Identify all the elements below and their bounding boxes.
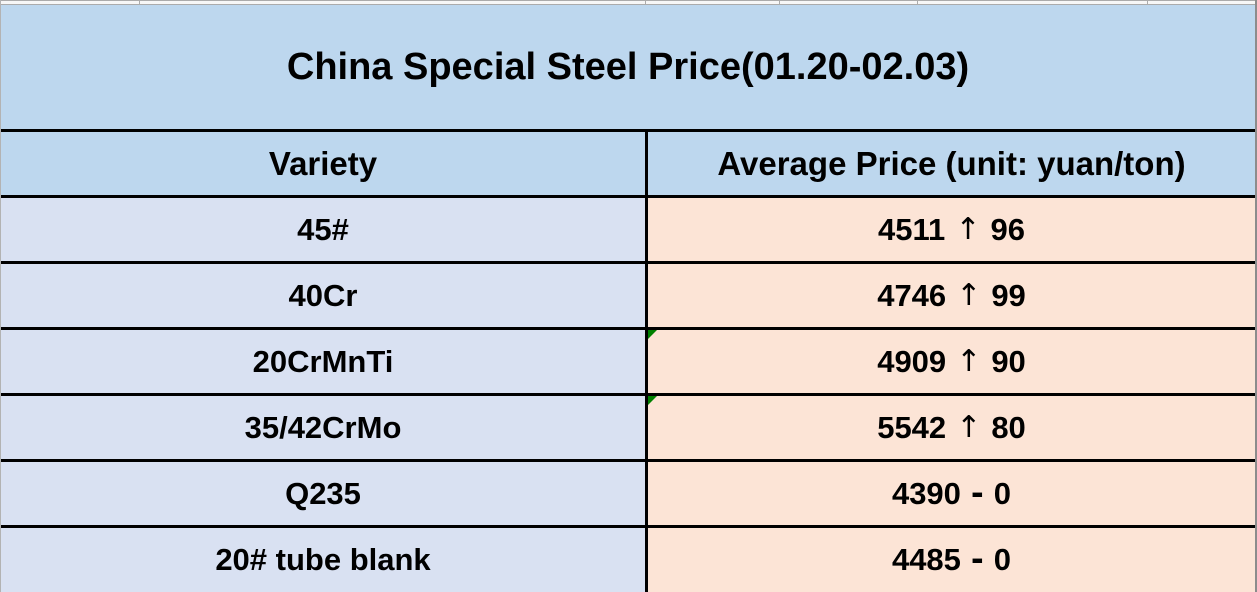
variety-cell[interactable]: 20# tube blank [1, 528, 645, 592]
price-cell[interactable]: 5542 ↑ 80 [645, 396, 1255, 459]
price-value: 4909 [877, 343, 947, 379]
header-cell-variety[interactable]: Variety [1, 132, 645, 195]
price-change-value: 0 [993, 542, 1012, 577]
column-gridline [645, 1, 646, 4]
price-change-arrow-icon: ↑ [956, 344, 982, 379]
price-cell[interactable]: 4746 ↑ 99 [645, 264, 1255, 327]
header-cell-average-price[interactable]: Average Price (unit: yuan/ton) [645, 132, 1255, 195]
table-title-cell[interactable]: China Special Steel Price(01.20-02.03) [1, 5, 1255, 132]
table-row: Q235 4390 - 0 [1, 462, 1255, 528]
table-row: 20CrMnTi 4909 ↑ 90 [1, 330, 1255, 396]
price-value: 4390 [891, 475, 961, 511]
table-row: 40Cr 4746 ↑ 99 [1, 264, 1255, 330]
variety-label: 20# tube blank [215, 542, 431, 577]
price-value: 4511 [878, 211, 946, 247]
variety-cell[interactable]: 45# [1, 198, 645, 261]
table-row: 35/42CrMo 5542 ↑ 80 [1, 396, 1255, 462]
column-gridline [139, 1, 140, 4]
variety-label: 45# [297, 211, 349, 247]
price-value: 5542 [877, 409, 947, 445]
price-change-value: 80 [991, 409, 1026, 445]
variety-cell[interactable]: 40Cr [1, 264, 645, 327]
price-change-arrow-icon: ↑ [956, 410, 982, 445]
table-title: China Special Steel Price(01.20-02.03) [286, 45, 970, 88]
header-label-variety: Variety [268, 144, 378, 182]
price-cell[interactable]: 4511 ↑ 96 [645, 198, 1255, 261]
error-indicator-triangle [648, 396, 657, 405]
price-cell[interactable]: 4909 ↑ 90 [645, 330, 1255, 393]
price-change-dash-icon: - [970, 475, 984, 512]
table-header-row: Variety Average Price (unit: yuan/ton) [1, 132, 1255, 198]
variety-cell[interactable]: 35/42CrMo [1, 396, 645, 459]
variety-label: 35/42CrMo [244, 409, 402, 445]
price-cell[interactable]: 4390 - 0 [645, 462, 1255, 525]
variety-cell[interactable]: 20CrMnTi [1, 330, 645, 393]
price-change-value: 99 [991, 277, 1026, 313]
column-gridline [1147, 1, 1148, 4]
column-gridline [917, 1, 918, 4]
header-label-average-price: Average Price (unit: yuan/ton) [717, 144, 1186, 182]
price-change-value: 96 [990, 211, 1025, 247]
table-row: 45# 4511 ↑ 96 [1, 198, 1255, 264]
error-indicator-triangle [648, 330, 657, 339]
price-change-arrow-icon: ↑ [956, 278, 982, 313]
price-change-dash-icon: - [970, 542, 984, 578]
price-value: 4746 [877, 277, 947, 313]
variety-label: 20CrMnTi [252, 343, 394, 379]
price-change-value: 0 [993, 475, 1012, 511]
price-value: 4485 [891, 542, 961, 577]
variety-label: 40Cr [288, 277, 358, 313]
price-change-arrow-icon: ↑ [955, 212, 981, 247]
variety-label: Q235 [285, 475, 361, 511]
price-change-value: 90 [991, 343, 1026, 379]
variety-cell[interactable]: Q235 [1, 462, 645, 525]
table-row: 20# tube blank 4485 - 0 [1, 528, 1255, 592]
spreadsheet-gridline-strip [1, 0, 1255, 5]
column-gridline [779, 1, 780, 4]
price-cell[interactable]: 4485 - 0 [645, 528, 1255, 592]
